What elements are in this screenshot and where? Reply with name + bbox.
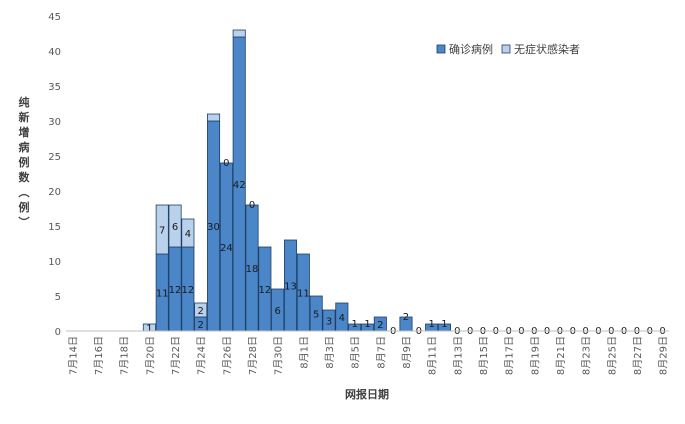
x-tick-label: 8月3日 xyxy=(324,336,336,369)
data-label-confirmed: 11 xyxy=(156,289,169,300)
data-label-confirmed: 12 xyxy=(169,285,182,296)
data-label-asymptomatic: 1 xyxy=(351,319,357,330)
bar-asymptomatic xyxy=(194,302,208,318)
bar-asymptomatic xyxy=(181,218,195,248)
data-label-confirmed: 12 xyxy=(182,285,195,296)
legend: 确诊病例 无症状感染者 xyxy=(436,42,580,56)
x-tick-label: 7月16日 xyxy=(93,336,105,375)
data-label-confirmed: 2 xyxy=(198,320,204,331)
x-tick-label: 7月18日 xyxy=(119,336,131,375)
data-label-asymptomatic: 6 xyxy=(172,222,178,233)
y-tick-label: 35 xyxy=(48,82,61,93)
x-tick-label: 7月30日 xyxy=(273,336,285,375)
x-axis-title: 网报日期 xyxy=(345,387,389,401)
y-axis-title-char: ︵ xyxy=(18,186,31,199)
y-tick-label: 40 xyxy=(48,47,61,58)
data-label-confirmed: 24 xyxy=(220,243,233,254)
data-label-asymptomatic: 1 xyxy=(428,319,434,330)
x-tick-label: 8月5日 xyxy=(350,336,362,369)
data-label-asymptomatic: 1 xyxy=(441,319,447,330)
data-label-asymptomatic: 1 xyxy=(364,319,370,330)
data-label-asymptomatic: 2 xyxy=(198,306,204,317)
legend-label-confirmed: 确诊病例 xyxy=(449,42,493,56)
data-label-asymptomatic: 2 xyxy=(403,312,409,323)
x-tick-label: 8月7日 xyxy=(375,336,387,369)
x-tick-label: 8月29日 xyxy=(658,336,670,375)
data-label-confirmed: 5 xyxy=(313,310,319,321)
data-label-confirmed: 18 xyxy=(246,264,259,275)
y-axis-title-char: 增 xyxy=(19,125,30,139)
data-label-asymptomatic: 0 xyxy=(223,158,229,169)
x-tick-label: 8月19日 xyxy=(529,336,541,375)
y-tick-label: 25 xyxy=(48,152,61,163)
data-label-confirmed: 2 xyxy=(377,320,383,331)
data-label-confirmed: 12 xyxy=(258,285,271,296)
y-axis-title-char: 新 xyxy=(19,110,30,124)
x-tick-label: 8月15日 xyxy=(478,336,490,375)
y-tick-label: 30 xyxy=(48,117,61,128)
x-tick-label: 7月26日 xyxy=(221,336,233,375)
legend-swatch-confirmed xyxy=(436,44,446,54)
y-tick-label: 0 xyxy=(55,327,61,338)
data-label-asymptomatic: 1 xyxy=(146,324,152,335)
x-tick-label: 7月22日 xyxy=(170,336,182,375)
x-tick-label: 8月11日 xyxy=(427,336,439,375)
data-label-confirmed: 4 xyxy=(339,313,345,324)
y-axis-title-char: 数 xyxy=(19,170,31,184)
y-axis-title-char: 纯 xyxy=(19,95,30,109)
bar-asymptomatic xyxy=(232,29,246,38)
data-label-confirmed: 3 xyxy=(326,317,332,328)
y-axis-title-char: ︶ xyxy=(18,215,31,229)
y-tick-label: 10 xyxy=(48,257,61,268)
x-tick-label: 7月28日 xyxy=(247,336,259,375)
data-label-asymptomatic: 0 xyxy=(249,200,255,211)
y-tick-label: 5 xyxy=(55,292,61,303)
data-label-asymptomatic: 7 xyxy=(159,226,165,237)
x-tick-label: 8月1日 xyxy=(298,336,310,369)
y-tick-label: 15 xyxy=(48,222,61,233)
legend-swatch-asymptomatic xyxy=(501,44,511,54)
data-label-confirmed: 42 xyxy=(233,180,246,191)
x-tick-label: 8月23日 xyxy=(581,336,593,375)
x-tick-label: 8月9日 xyxy=(401,336,413,369)
bar-asymptomatic xyxy=(207,113,221,122)
x-tick-label: 7月20日 xyxy=(144,336,156,375)
data-label-confirmed: 13 xyxy=(284,282,297,293)
x-tick-label: 7月24日 xyxy=(196,336,208,375)
y-axis-title-char: 病 xyxy=(19,140,30,154)
y-tick-label: 20 xyxy=(48,187,61,198)
data-label-confirmed: 6 xyxy=(275,306,281,317)
legend-label-asymptomatic: 无症状感染者 xyxy=(514,42,580,56)
y-tick-label: 45 xyxy=(48,12,61,23)
y-axis-title-char: 例 xyxy=(19,155,30,169)
x-tick-label: 8月21日 xyxy=(555,336,567,375)
x-tick-label: 8月17日 xyxy=(504,336,516,375)
x-tick-label: 8月13日 xyxy=(452,336,464,375)
y-axis-title-char: 例 xyxy=(19,200,30,214)
x-tick-label: 7月14日 xyxy=(67,336,79,375)
data-label-confirmed: 30 xyxy=(207,222,220,233)
x-tick-label: 8月25日 xyxy=(606,336,618,375)
data-label-confirmed: 11 xyxy=(297,289,310,300)
data-label-asymptomatic: 4 xyxy=(185,229,191,240)
bar-asymptomatic xyxy=(155,204,169,255)
bar-asymptomatic xyxy=(168,204,182,248)
x-tick-label: 8月27日 xyxy=(632,336,644,375)
